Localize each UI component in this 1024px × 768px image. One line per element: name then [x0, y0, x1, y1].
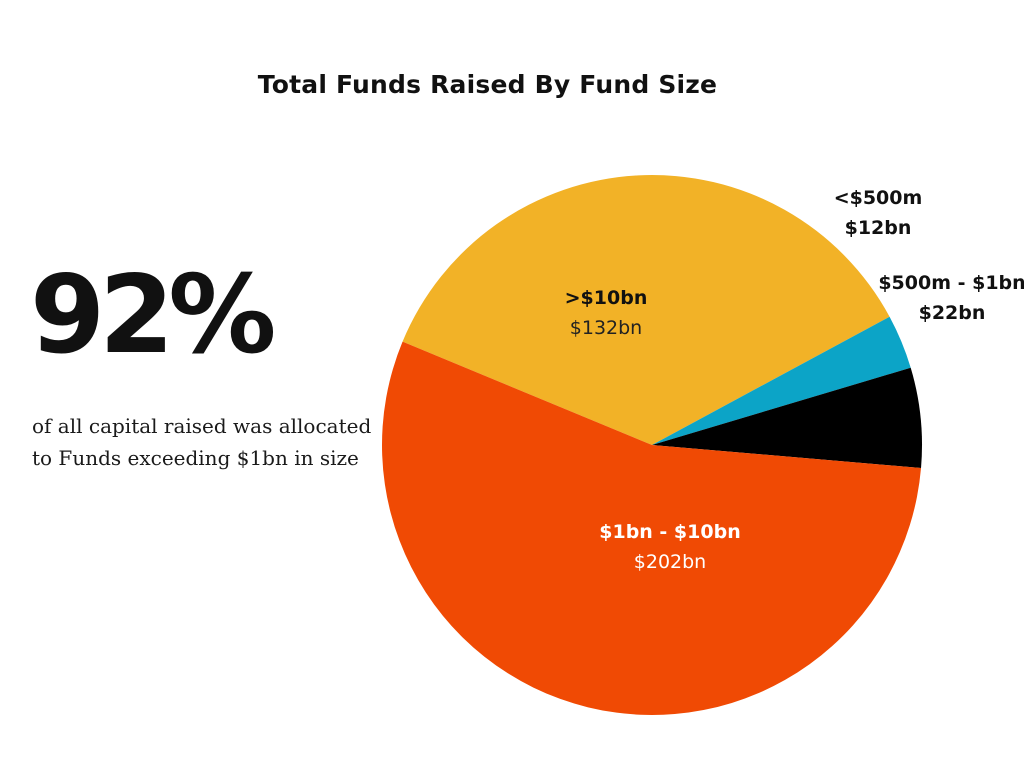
slice-label-name: $500m - $1bn — [878, 272, 1024, 294]
pie-slice-1bn-10bn — [382, 341, 922, 715]
pie-slice-10bn — [402, 175, 890, 446]
slice-label-value: $202bn — [634, 551, 706, 573]
pie-labels: >$10bn $132bn <$500m $12bn $500m - $1bn $22bn… — [565, 187, 1024, 573]
pie-slice-500m — [652, 316, 911, 445]
pie-slice-500m-1bn — [652, 367, 922, 469]
slice-label-name: <$500m — [834, 187, 923, 209]
slice-label-name: >$10bn — [565, 287, 648, 309]
slice-label-value: $12bn — [845, 217, 912, 239]
slice-label-name: $1bn - $10bn — [599, 521, 740, 543]
chart-title: Total Funds Raised By Fund Size — [257, 70, 718, 99]
headline-description: of all capital raised was allocated to F… — [32, 414, 372, 470]
pie-slices — [382, 175, 922, 715]
slice-label-value: $132bn — [570, 317, 642, 339]
headline-percentage: 92% — [30, 253, 277, 378]
slice-label-value: $22bn — [919, 302, 986, 324]
